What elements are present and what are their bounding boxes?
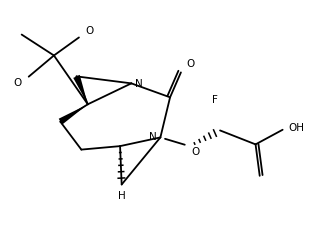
Text: O: O <box>85 26 94 36</box>
Text: O: O <box>14 77 22 87</box>
Text: N: N <box>134 79 142 89</box>
Polygon shape <box>73 76 88 105</box>
Text: O: O <box>192 146 200 156</box>
Text: H: H <box>118 190 125 200</box>
Polygon shape <box>59 105 88 125</box>
Text: O: O <box>186 59 194 69</box>
Text: F: F <box>212 95 218 105</box>
Text: OH: OH <box>289 122 305 132</box>
Text: N: N <box>149 131 157 141</box>
